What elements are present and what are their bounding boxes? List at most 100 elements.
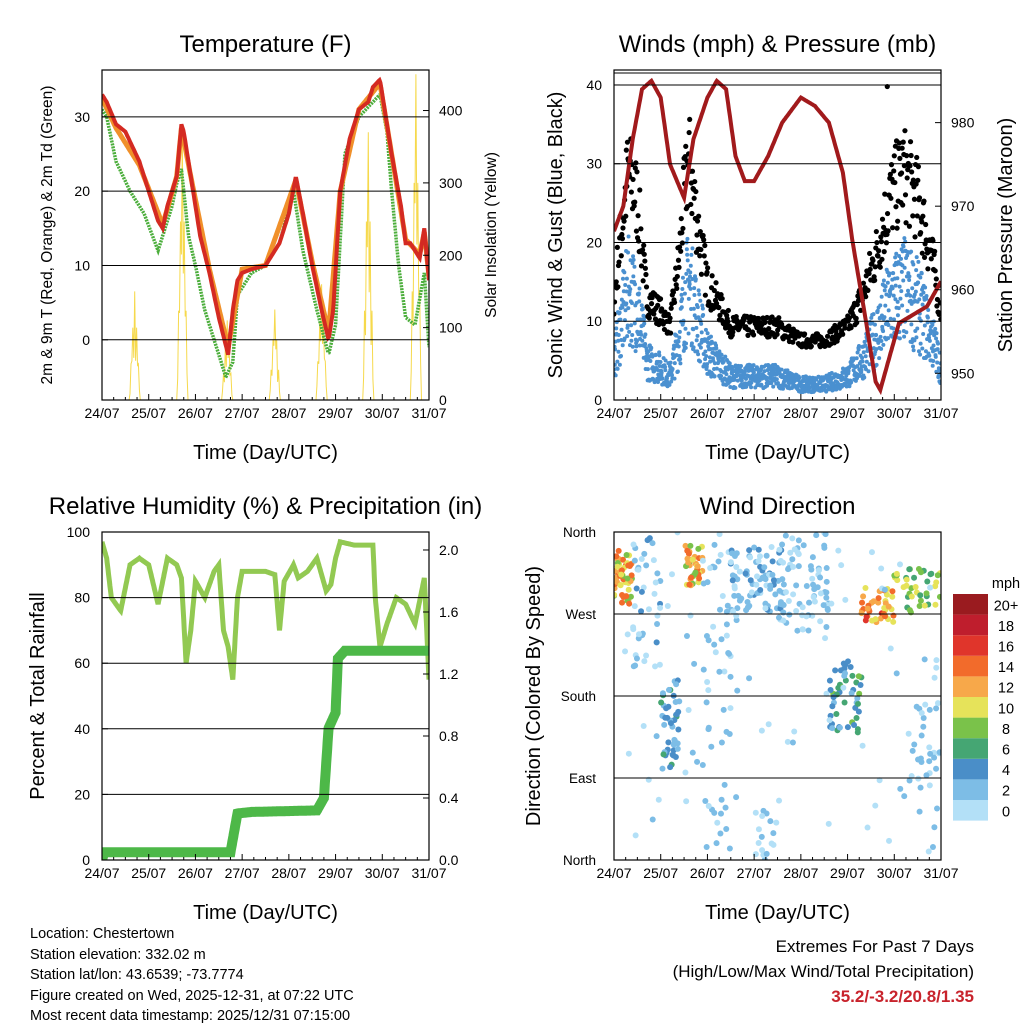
direction-point — [700, 666, 707, 673]
wind-point — [683, 326, 688, 331]
direction-point — [868, 549, 875, 556]
direction-point — [703, 699, 710, 706]
direction-point — [823, 565, 830, 572]
direction-point — [813, 532, 820, 539]
y-right-tick-label: 960 — [951, 282, 975, 298]
wind-point — [874, 332, 879, 337]
wind-point — [632, 321, 637, 326]
wind-point — [846, 369, 851, 374]
direction-point — [931, 754, 938, 761]
wind-point — [648, 358, 653, 363]
legend-label: 12 — [998, 681, 1014, 697]
wind-point — [629, 301, 634, 306]
wind-point — [708, 346, 713, 351]
wind-point — [641, 313, 646, 318]
panel-2: Relative Humidity (%) & Precipitation (i… — [27, 493, 482, 924]
wind-point — [724, 372, 729, 377]
direction-point — [674, 745, 681, 752]
wind-point — [918, 318, 923, 323]
wind-point — [687, 274, 692, 279]
gust-point — [790, 339, 796, 345]
direction-point — [860, 593, 867, 600]
panel-3: Wind Direction Time (Day/UTC) Direction (C… — [523, 493, 1020, 924]
y-tick-label: West — [565, 607, 596, 622]
direction-point — [823, 594, 830, 601]
wind-point — [918, 352, 923, 357]
gust-point — [907, 139, 914, 145]
direction-point — [838, 562, 845, 569]
wind-point — [779, 367, 784, 372]
gust-point — [750, 332, 757, 338]
direction-point — [835, 684, 842, 691]
wind-point — [679, 292, 684, 297]
x-axis-label: Time (Day/UTC) — [193, 442, 338, 464]
wind-point — [864, 359, 869, 364]
direction-point — [903, 582, 910, 589]
gust-point — [903, 220, 909, 226]
wind-point — [672, 376, 677, 381]
direction-point — [809, 554, 816, 561]
y-tick-label: 60 — [74, 655, 90, 671]
direction-point — [897, 785, 904, 792]
wind-point — [781, 386, 786, 391]
wind-point — [626, 306, 631, 311]
direction-point — [687, 542, 694, 549]
gust-point — [671, 299, 678, 306]
direction-point — [752, 809, 759, 816]
legend-swatch — [953, 738, 988, 759]
gust-point — [873, 228, 879, 235]
gust-point — [701, 253, 707, 259]
wind-point — [614, 373, 618, 378]
direction-point — [754, 573, 761, 580]
direction-point — [825, 820, 832, 827]
direction-point — [909, 747, 916, 754]
y-tick-label: 20 — [74, 786, 90, 802]
wind-point — [721, 359, 726, 364]
wind-point — [908, 298, 913, 303]
gust-point — [701, 237, 707, 243]
wind-point — [701, 312, 706, 317]
wind-point — [703, 349, 708, 354]
direction-point — [619, 599, 626, 606]
wind-point — [891, 293, 896, 298]
gust-point — [756, 315, 762, 322]
wind-point — [899, 256, 904, 261]
direction-point — [780, 581, 787, 588]
y-tick-label: 80 — [74, 590, 90, 606]
direction-point — [674, 532, 681, 536]
wind-point — [719, 352, 724, 357]
wind-point — [633, 349, 638, 354]
gust-point — [705, 265, 711, 271]
direction-point — [908, 593, 915, 600]
gust-point — [678, 215, 684, 222]
extremes-box: Extremes For Past 7 Days (High/Low/Max W… — [673, 934, 974, 1009]
gust-point — [918, 230, 924, 236]
wind-point — [878, 334, 883, 339]
direction-point — [703, 844, 710, 851]
gust-point — [904, 175, 910, 181]
direction-point — [705, 802, 712, 809]
plot-area — [614, 77, 941, 396]
direction-point — [773, 819, 780, 826]
gust-point — [766, 326, 772, 332]
direction-point — [653, 733, 660, 740]
direction-point — [817, 618, 824, 625]
wind-point — [891, 271, 896, 276]
wind-point — [735, 378, 740, 383]
y-tick-label: 20 — [74, 183, 90, 199]
y-right-tick-label: 950 — [951, 365, 975, 381]
x-tick-label: 28/07 — [783, 405, 818, 421]
direction-point — [917, 569, 924, 576]
direction-point — [856, 690, 863, 697]
direction-point — [785, 598, 792, 605]
wind-point — [615, 366, 620, 371]
gust-point — [689, 168, 696, 174]
wind-point — [719, 374, 724, 379]
gust-point — [614, 244, 620, 250]
direction-point — [855, 708, 862, 715]
direction-point — [840, 684, 847, 691]
direction-point — [649, 816, 656, 823]
wind-point — [907, 274, 912, 279]
wind-point — [614, 362, 617, 367]
wind-point — [751, 367, 756, 372]
